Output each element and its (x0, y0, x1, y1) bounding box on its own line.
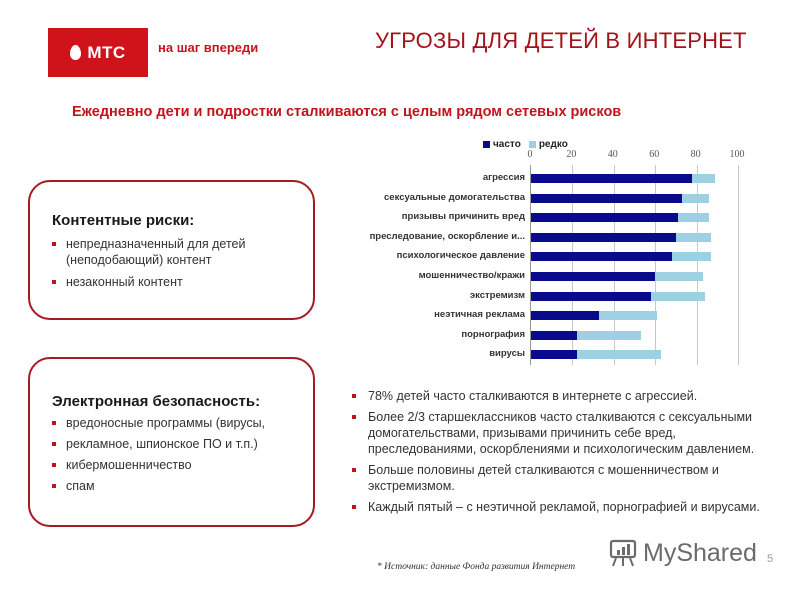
bar-row (531, 252, 738, 262)
box-title: Электронная безопасность: (52, 393, 261, 410)
bar-often (531, 311, 600, 321)
x-tick-label: 40 (607, 149, 618, 160)
legend-swatch (483, 141, 490, 148)
bar-often (531, 252, 672, 262)
bar-rare (671, 252, 712, 262)
chart-legend: часто редко (483, 139, 568, 150)
bar-rare (576, 330, 641, 340)
list-item: непредназначенный для детей (неподобающи… (52, 236, 303, 268)
bar-often (531, 291, 652, 301)
fact-item: Более 2/3 старшеклассников часто сталкив… (352, 409, 772, 457)
legend-item-often: часто (483, 139, 521, 150)
bar-rare (692, 174, 716, 183)
list-item: вредоносные программы (вирусы, (52, 415, 303, 431)
bar-often (531, 232, 676, 242)
bar-row (531, 291, 738, 301)
bar-row (531, 350, 738, 360)
bar-rare (599, 311, 658, 321)
page-title: УГРОЗЫ ДЛЯ ДЕТЕЙ В ИНТЕРНЕТ (375, 28, 747, 53)
watermark-text: MyShared (643, 538, 757, 567)
bar-often (531, 193, 683, 203)
category-label: мошенничество/кражи (418, 270, 525, 281)
risk-bar-chart: часто редко 0 20 40 60 80 100 агрессия сексуал… (355, 135, 755, 370)
plot-area (530, 165, 739, 365)
gridline (696, 165, 698, 365)
e-security-list: вредоносные программы (вирусы, рекламное… (52, 415, 303, 499)
category-label: агрессия (482, 172, 525, 183)
bar-rare (655, 272, 703, 281)
category-label: экстремизм (469, 289, 525, 301)
gridline (738, 165, 739, 365)
category-label: неэтичная реклама (434, 309, 525, 321)
egg-icon (70, 45, 82, 60)
gridline (613, 165, 615, 365)
list-item: незаконный контент (52, 274, 303, 290)
logo-text: МТС (87, 42, 126, 62)
bar-often (531, 213, 678, 223)
bar-row (531, 330, 738, 340)
list-item: спам (52, 478, 303, 494)
x-axis-ticks: 0 20 40 60 80 100 (527, 149, 745, 161)
bar-row (531, 232, 738, 242)
box-title: Контентные риски: (52, 212, 195, 229)
myshared-watermark: MyShared (607, 538, 757, 568)
fact-item: 78% детей часто сталкиваются в интернете… (352, 388, 772, 404)
x-tick-label: 100 (729, 149, 745, 160)
bar-often (531, 330, 577, 340)
subtitle: Ежедневно дети и подростки сталкиваются … (72, 104, 622, 120)
category-label: порнография (461, 328, 525, 340)
mts-logo: МТС (48, 28, 148, 77)
bar-row (531, 193, 738, 203)
x-tick-label: 20 (566, 149, 577, 160)
facts-list: 78% детей часто сталкиваются в интернете… (352, 388, 772, 520)
x-tick-label: 80 (690, 149, 701, 160)
gridline (572, 165, 574, 365)
list-item: рекламное, шпионское ПО и т.п.) (52, 436, 303, 452)
legend-swatch (528, 141, 536, 148)
presentation-board-icon (609, 539, 637, 567)
bar-often (531, 174, 693, 183)
bar-row (531, 272, 738, 281)
bar-rare (675, 232, 712, 242)
category-label: психологическое давление (396, 250, 525, 262)
source-note: * Источник: данные Фонда развития Интерн… (377, 562, 576, 572)
bar-rare (677, 213, 710, 223)
category-label: преследование, оскорбление и... (369, 230, 525, 242)
gridline (655, 165, 657, 365)
fact-item: Больше половины детей сталкиваются с мош… (352, 462, 772, 494)
bar-row (531, 174, 738, 183)
list-item: кибермошенничество (52, 457, 303, 473)
x-tick-label: 0 (527, 149, 533, 160)
content-risks-list: непредназначенный для детей (неподобающи… (52, 236, 303, 296)
content-risks-box: Контентные риски: непредназначенный для … (28, 180, 315, 320)
bar-row (531, 213, 738, 223)
fact-item: Каждый пятый – с неэтичной рекламой, пор… (352, 499, 772, 515)
slide-number: 5 (767, 553, 774, 565)
bar-often (531, 350, 577, 360)
bar-row (531, 311, 738, 321)
category-label: призывы причинить вред (401, 211, 525, 223)
category-label: сексуальные домогательства (384, 191, 525, 203)
bar-rare (682, 193, 710, 203)
tagline: на шаг впереди (158, 40, 259, 55)
x-tick-label: 60 (649, 149, 660, 160)
legend-item-rare: редко (528, 139, 568, 150)
bar-rare (576, 350, 662, 360)
bar-often (531, 272, 656, 281)
category-label: вирусы (489, 348, 525, 360)
e-security-box: Электронная безопасность: вредоносные пр… (28, 357, 315, 527)
bar-rare (651, 291, 705, 301)
